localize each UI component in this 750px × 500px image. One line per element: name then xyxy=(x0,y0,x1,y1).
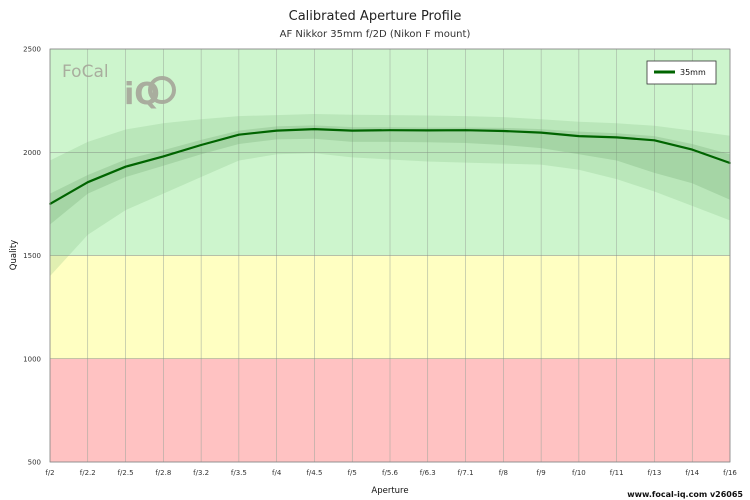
x-tick-label: f/5.6 xyxy=(382,469,399,477)
outer-band xyxy=(50,114,730,277)
x-tick-label: f/2.2 xyxy=(80,469,96,477)
data-point xyxy=(464,129,467,132)
data-point xyxy=(313,128,316,131)
y-tick-labels: 500 1000 1500 2000 2500 xyxy=(23,46,41,467)
x-tick-label: f/9 xyxy=(536,469,545,477)
data-point xyxy=(351,129,354,132)
data-point xyxy=(615,136,618,139)
x-tick-label: f/7.1 xyxy=(458,469,474,477)
data-point xyxy=(691,148,694,151)
y-tick-label: 1000 xyxy=(23,355,41,363)
data-point xyxy=(389,129,391,132)
data-point xyxy=(275,129,278,132)
data-point xyxy=(653,139,656,142)
x-tick-label: f/14 xyxy=(685,469,699,477)
data-point xyxy=(426,129,429,132)
data-point xyxy=(502,130,505,132)
x-tick-label: f/16 xyxy=(723,469,737,477)
x-tick-label: f/2.8 xyxy=(155,469,171,477)
x-tick-label: f/11 xyxy=(610,469,624,477)
data-point xyxy=(162,155,165,158)
x-axis-label: Aperture xyxy=(371,486,408,496)
chart-subtitle: AF Nikkor 35mm f/2D (Nikon F mount) xyxy=(280,29,471,40)
data-point xyxy=(86,181,89,184)
logo-lens-icon xyxy=(148,76,176,104)
logo-top-text: FoCal xyxy=(62,62,109,82)
series-lines xyxy=(49,128,731,205)
x-tick-label: f/3.2 xyxy=(193,469,209,477)
data-point xyxy=(237,133,240,136)
data-point xyxy=(540,131,543,134)
x-tick-label: f/10 xyxy=(572,469,586,477)
y-axis-label: Quality xyxy=(9,240,19,270)
credit-text: www.focal-iq.com v26065 xyxy=(627,490,743,499)
y-tick-label: 1500 xyxy=(23,252,41,260)
x-tick-label: f/3.5 xyxy=(231,469,247,477)
legend-box xyxy=(646,60,717,85)
y-tick-label: 2000 xyxy=(23,149,41,157)
x-tick-label: f/4 xyxy=(272,469,282,477)
focal-iq-logo: FoCal iQ xyxy=(62,62,176,112)
x-tick-label: f/13 xyxy=(648,469,662,477)
legend: 35mm xyxy=(646,60,717,85)
chart-title: Calibrated Aperture Profile xyxy=(289,9,462,24)
x-tick-label: f/6.3 xyxy=(420,469,436,477)
x-tick-label: f/2.5 xyxy=(118,469,134,477)
y-tick-label: 2500 xyxy=(23,46,41,54)
x-tick-label: f/2 xyxy=(45,469,54,477)
confidence-bands xyxy=(50,114,730,277)
x-tick-label: f/4.5 xyxy=(306,469,322,477)
data-point xyxy=(124,165,127,168)
inner-band xyxy=(50,125,730,225)
data-point xyxy=(577,135,580,138)
legend-label: 35mm xyxy=(680,68,706,77)
plot-frame xyxy=(49,48,731,463)
x-tick-label: f/8 xyxy=(499,469,508,477)
data-point xyxy=(200,144,203,146)
x-tick-labels: f/2 f/2.2 f/2.5 f/2.8 f/3.2 f/3.5 f/4 f/4.5 f/5 f… xyxy=(45,469,737,477)
y-tick-label: 500 xyxy=(28,459,41,467)
x-tick-label: f/5 xyxy=(348,469,357,477)
